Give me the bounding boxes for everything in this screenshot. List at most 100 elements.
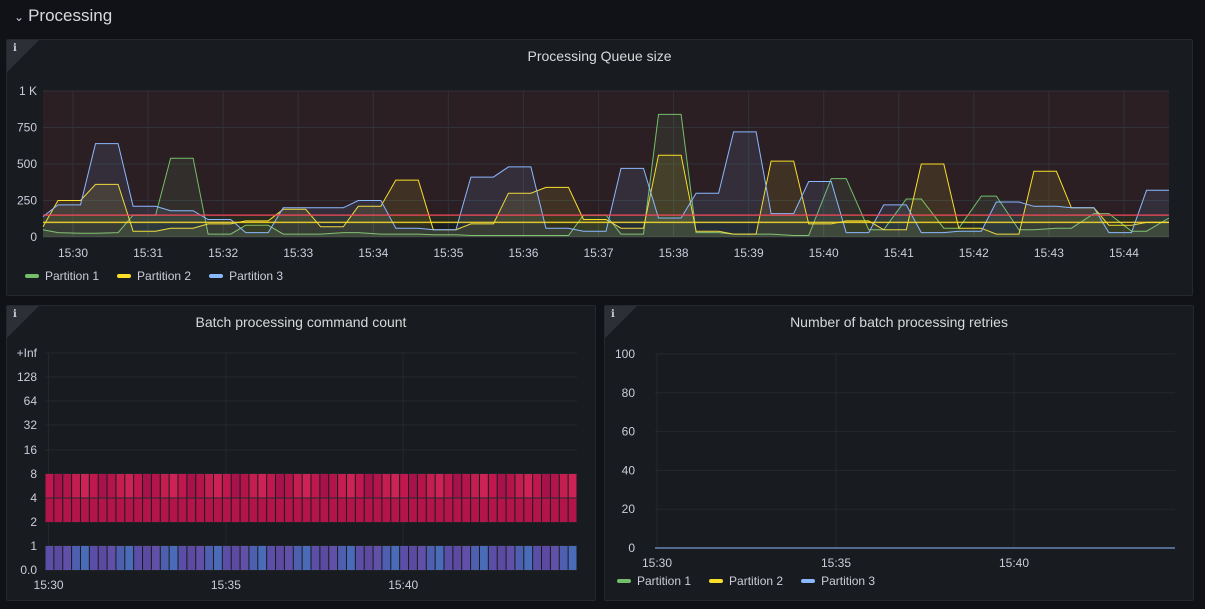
heatmap-cell <box>533 498 542 522</box>
heatmap-cell <box>550 546 559 570</box>
y-tick-label: 500 <box>17 157 37 171</box>
x-tick-label: 15:37 <box>583 246 613 260</box>
heatmap-cell <box>488 474 497 498</box>
heatmap-cell <box>196 498 205 522</box>
heatmap-cell <box>346 474 355 498</box>
heatmap-cell <box>542 474 550 498</box>
x-tick-label: 15:36 <box>508 246 538 260</box>
heatmap-cell <box>506 546 515 570</box>
chevron-down-icon: ⌄ <box>14 10 25 24</box>
heatmap-cell <box>178 474 187 498</box>
command-count-heatmap[interactable]: 0.0 1 2 4 8 16 32 64 128 +Inf 15:30 15:35 15:40 <box>7 340 597 600</box>
x-tick-label: 15:44 <box>1109 246 1139 260</box>
heatmap-cell <box>284 546 293 570</box>
heatmap-cell <box>435 474 444 498</box>
heatmap-cell <box>506 498 515 522</box>
heatmap-cell <box>89 498 98 522</box>
heatmap-cell <box>550 498 559 522</box>
heatmap-cell <box>373 474 382 498</box>
heatmap-cell <box>364 498 373 522</box>
heatmap-cell <box>488 546 497 570</box>
heatmap-cell <box>89 474 98 498</box>
y-tick-label: 250 <box>17 194 37 208</box>
heatmap-cell <box>559 474 568 498</box>
heatmap-cell <box>187 546 196 570</box>
heatmap-cell <box>293 546 302 570</box>
heatmap-cell <box>426 546 435 570</box>
series-area <box>43 131 1169 237</box>
heatmap-cell <box>249 546 258 570</box>
heatmap-cell <box>444 546 453 570</box>
info-icon[interactable]: i <box>13 43 17 54</box>
heatmap-cell <box>338 498 346 522</box>
info-icon[interactable]: i <box>611 309 615 320</box>
heatmap-cell <box>293 474 302 498</box>
heatmap-cell <box>116 546 125 570</box>
heatmap-cell <box>533 546 542 570</box>
legend-swatch <box>801 579 816 583</box>
heatmap-cell <box>63 498 72 522</box>
heatmap-cell <box>559 498 568 522</box>
heatmap-cell <box>462 546 471 570</box>
heatmap-cell <box>169 498 178 522</box>
y-tick-label: 4 <box>30 491 37 505</box>
panel-title[interactable]: Processing Queue size <box>527 48 672 64</box>
heatmap-cell <box>143 498 151 522</box>
legend-item[interactable]: Partition 1 <box>25 269 99 283</box>
heatmap-cell <box>116 498 125 522</box>
legend-label: Partition 2 <box>137 269 192 283</box>
heatmap-cell <box>143 474 151 498</box>
heatmap-cell <box>426 498 435 522</box>
heatmap-cell <box>382 546 391 570</box>
heatmap-cell <box>364 546 373 570</box>
y-tick-label: 32 <box>24 418 38 432</box>
heatmap-cell <box>550 474 559 498</box>
panel-title[interactable]: Batch processing command count <box>195 314 407 330</box>
heatmap-cell <box>373 498 382 522</box>
heatmap-cell <box>72 474 80 498</box>
heatmap-cell <box>355 546 364 570</box>
heatmap-cell <box>471 498 479 522</box>
heatmap-cell <box>568 474 577 498</box>
series-area <box>43 114 1169 237</box>
heatmap-cell <box>54 546 63 570</box>
x-tick-label: 15:40 <box>809 246 839 260</box>
heatmap-cell <box>72 546 80 570</box>
heatmap-cell <box>400 498 409 522</box>
heatmap-cell <box>258 498 267 522</box>
heatmap-cell <box>98 546 107 570</box>
series-area <box>43 155 1169 237</box>
threshold-region-critical <box>43 91 1169 216</box>
heatmap-cell <box>311 474 320 498</box>
x-tick-label: 15:32 <box>208 246 238 260</box>
heatmap-cell <box>72 498 80 522</box>
x-tick-label: 15:38 <box>659 246 689 260</box>
heatmap-cell <box>134 474 143 498</box>
heatmap-cell <box>320 474 329 498</box>
legend-item[interactable]: Partition 1 <box>617 574 691 588</box>
x-tick-label: 15:35 <box>821 556 851 570</box>
heatmap-cell <box>160 546 169 570</box>
heatmap-cell <box>45 546 54 570</box>
panel-title[interactable]: Number of batch processing retries <box>790 314 1008 330</box>
heatmap-cell <box>160 474 169 498</box>
row-header-processing[interactable]: ⌄ Processing <box>14 5 112 27</box>
legend-item[interactable]: Partition 3 <box>209 269 283 283</box>
y-tick-label: 1 K <box>19 84 37 98</box>
queue-size-chart[interactable]: 0 250 500 750 1 K 15:30 15:31 15:32 15:33 15:34 15… <box>7 76 1194 296</box>
heatmap-cell <box>151 498 160 522</box>
legend-item[interactable]: Partition 2 <box>117 269 191 283</box>
y-tick-label: 0 <box>30 230 37 244</box>
heatmap-cell <box>346 498 355 522</box>
heatmap-cell <box>205 546 213 570</box>
legend-item[interactable]: Partition 3 <box>801 574 875 588</box>
heatmap-cell <box>54 474 63 498</box>
legend-item[interactable]: Partition 2 <box>709 574 783 588</box>
panel-batch-command-count: i Batch processing command count 0.0 1 2 4 8… <box>6 305 596 601</box>
info-icon[interactable]: i <box>13 309 17 320</box>
heatmap-cell <box>63 474 72 498</box>
heatmap-cell <box>213 546 222 570</box>
heatmap-cell <box>506 474 515 498</box>
retries-chart[interactable]: 0 20 40 60 80 100 15:30 15:35 15:40 <box>605 340 1195 570</box>
x-tick-label: 15:30 <box>58 246 88 260</box>
